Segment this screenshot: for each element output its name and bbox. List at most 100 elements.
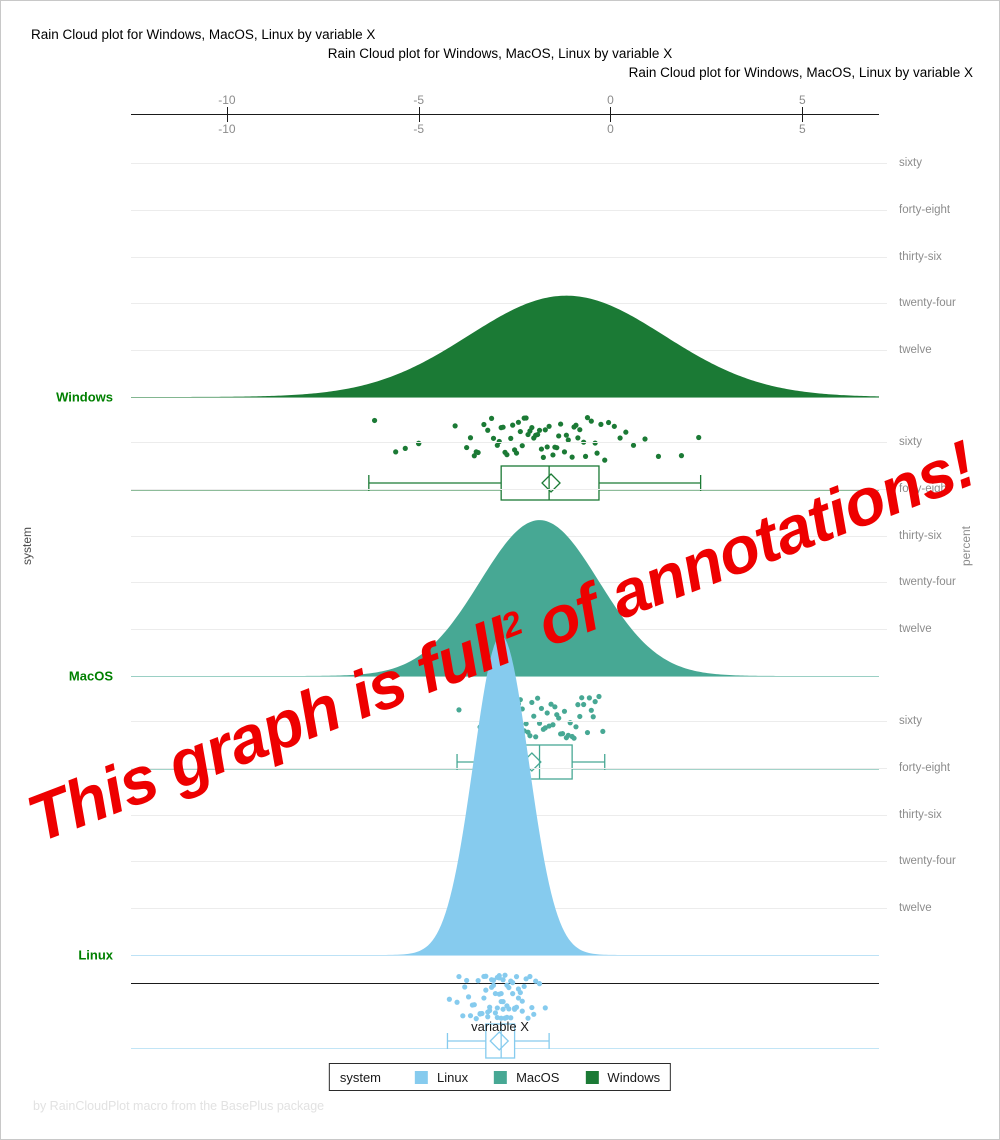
data-point	[492, 990, 499, 997]
gridline-stub	[879, 721, 887, 723]
data-point	[454, 999, 460, 1005]
data-point	[531, 713, 537, 719]
data-point	[452, 423, 458, 429]
gridline-stub	[879, 767, 887, 769]
legend-swatch-linux	[415, 1070, 428, 1084]
data-point	[558, 421, 564, 427]
data-point	[475, 978, 481, 984]
x-tick-mark	[418, 107, 420, 114]
data-point	[584, 729, 591, 736]
data-point	[481, 421, 487, 428]
data-point	[611, 423, 617, 429]
data-point	[559, 731, 566, 737]
x-axis-label: variable X	[471, 1019, 529, 1034]
percent-tick-label: twelve	[899, 344, 932, 357]
data-point	[492, 1010, 499, 1016]
gridline	[131, 442, 879, 444]
gridline-stub	[879, 163, 887, 165]
percent-tick-label: twenty-four	[899, 576, 956, 589]
data-point	[465, 994, 472, 1000]
data-point	[642, 436, 648, 442]
data-point	[506, 1006, 512, 1012]
legend[interactable]: system Linux MacOS Windows	[328, 1063, 672, 1091]
data-point	[575, 435, 581, 441]
data-point	[655, 453, 662, 459]
data-point	[471, 453, 477, 459]
gridline	[131, 488, 879, 490]
legend-item-macos[interactable]: MacOS	[494, 1070, 585, 1085]
data-point	[542, 1005, 548, 1011]
title-left: Rain Cloud plot for Windows, MacOS, Linu…	[31, 27, 376, 42]
data-point	[542, 427, 548, 433]
top-axis-line	[131, 114, 879, 115]
density-curve	[131, 635, 879, 955]
data-point	[488, 415, 495, 421]
data-point	[590, 714, 596, 720]
x-tick-label: 0	[607, 93, 614, 107]
x-tick-label: -5	[413, 93, 425, 107]
jitter-dots	[446, 972, 548, 1022]
data-point	[467, 435, 474, 441]
x-tick-mark	[226, 107, 228, 114]
data-point	[483, 973, 489, 979]
title-center: Rain Cloud plot for Windows, MacOS, Linu…	[327, 46, 673, 61]
data-point	[513, 974, 520, 980]
data-point	[515, 995, 522, 1001]
data-point	[456, 707, 462, 713]
data-point	[490, 435, 497, 441]
data-point	[523, 415, 529, 421]
y-axis-label: system	[20, 526, 34, 566]
data-point	[552, 704, 558, 710]
data-point	[504, 452, 510, 458]
data-point	[508, 1015, 514, 1021]
data-point	[556, 433, 562, 439]
gridline	[131, 163, 879, 165]
density-curve	[131, 520, 879, 676]
data-point	[502, 972, 508, 978]
data-point	[496, 973, 502, 979]
data-point	[600, 728, 606, 735]
data-point	[467, 1013, 474, 1019]
data-point	[487, 1004, 493, 1010]
data-point	[540, 454, 546, 460]
data-point	[446, 996, 452, 1002]
data-point	[531, 1011, 537, 1017]
data-point	[402, 445, 408, 451]
gridline-stub	[879, 535, 887, 537]
data-point	[517, 989, 523, 996]
panel-windows: twelve twenty-four thirty-six forty-eight si…	[56, 132, 956, 501]
data-point	[485, 427, 491, 433]
data-point	[579, 695, 585, 701]
data-point	[561, 449, 568, 455]
panel-linux: twelve twenty-four thirty-six forty-eight si…	[78, 635, 956, 1059]
percent-tick-label: twenty-four	[899, 855, 956, 868]
data-point	[582, 453, 589, 459]
data-point	[500, 1006, 506, 1012]
gridline	[131, 256, 879, 258]
data-point	[577, 713, 583, 720]
data-point	[494, 1014, 500, 1021]
data-point	[575, 702, 581, 708]
data-point	[565, 437, 571, 443]
data-point	[494, 1005, 500, 1011]
gridline-stub	[879, 442, 887, 444]
plot-area: -10 -5 0 5 -10 -5 0 5 twelve twenty-four thirty-…	[56, 93, 956, 1059]
percent-tick-label: sixty	[899, 436, 922, 449]
percent-tick-label: forty-eight	[899, 761, 951, 774]
data-point	[544, 710, 550, 716]
data-point	[523, 721, 529, 727]
data-point	[678, 453, 685, 459]
legend-items: Linux MacOS Windows	[415, 1070, 660, 1085]
data-point	[529, 1004, 535, 1011]
data-point	[515, 419, 522, 425]
x-tick-label: -10	[218, 122, 236, 136]
data-point	[521, 983, 527, 990]
percent-tick-label: sixty	[899, 715, 922, 728]
legend-item-linux[interactable]: Linux	[415, 1070, 494, 1085]
data-point	[588, 707, 594, 713]
data-point	[605, 419, 612, 426]
legend-item-windows[interactable]: Windows	[585, 1070, 660, 1085]
data-point	[519, 998, 525, 1004]
gridline-stub	[879, 209, 887, 211]
data-point	[569, 454, 575, 460]
